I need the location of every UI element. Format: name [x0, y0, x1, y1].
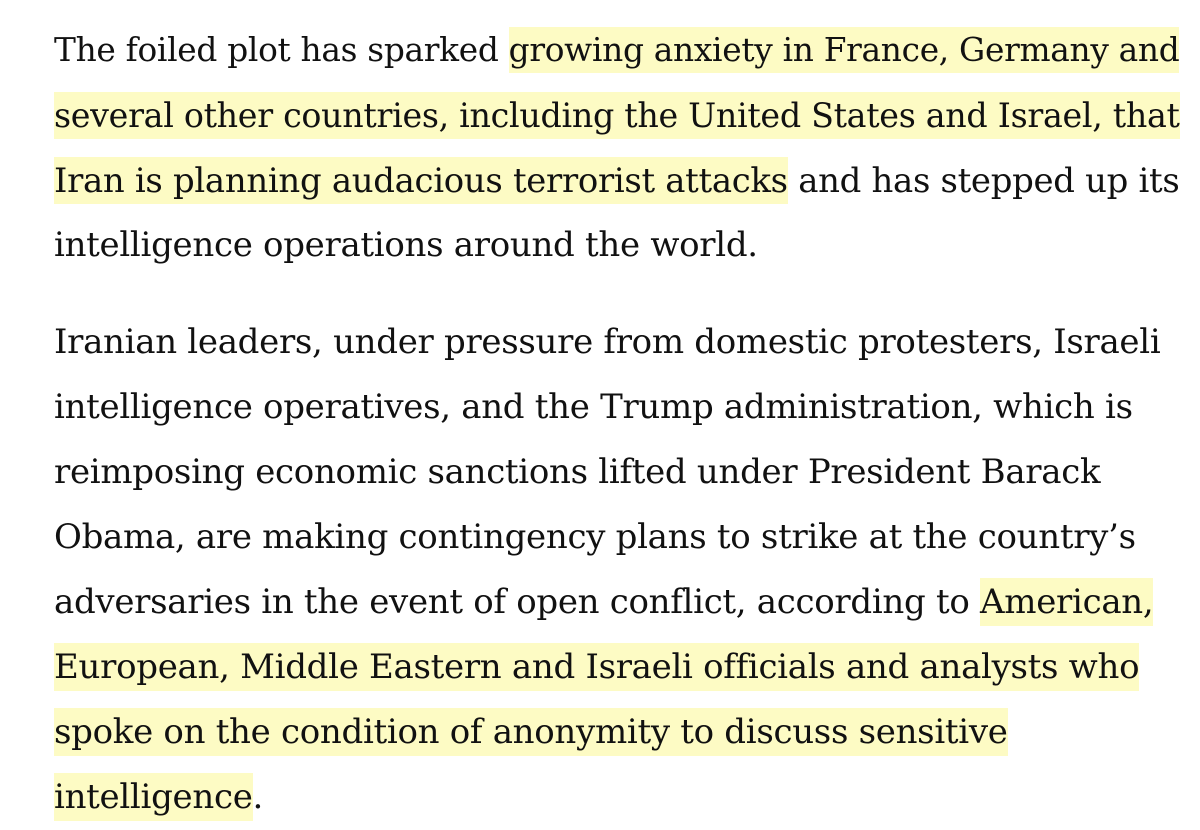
highlighted-text: American,: [980, 582, 1154, 622]
paragraph-2: Iranian leaders, under pressure from dom…: [54, 310, 1161, 830]
text-line: European, Middle Eastern and Israeli off…: [54, 635, 1160, 700]
text-line: adversaries in the event of open conflic…: [54, 570, 1160, 635]
text-line: spoke on the condition of anonymity to d…: [54, 700, 1160, 765]
text-line: Obama, are making contingency plans to s…: [54, 505, 1160, 570]
text-line: several other countries, including the U…: [54, 83, 1180, 148]
highlighted-text: European, Middle Eastern and Israeli off…: [54, 647, 1140, 687]
plain-text: and has stepped up its: [787, 161, 1180, 200]
highlighted-text: intelligence: [54, 777, 253, 817]
plain-text: intelligence operatives, and the Trump a…: [54, 387, 1133, 427]
plain-text: Obama, are making contingency plans to s…: [54, 517, 1136, 557]
plain-text: adversaries in the event of open conflic…: [54, 582, 981, 622]
text-line: Iran is planning audacious terrorist att…: [54, 148, 1180, 213]
plain-text: .: [252, 777, 264, 817]
plain-text: Iranian leaders, under pressure from dom…: [54, 322, 1161, 362]
article-body: The foiled plot has sparked growing anxi…: [54, 18, 1180, 817]
highlighted-text: several other countries, including the U…: [54, 96, 1180, 135]
highlighted-text: spoke on the condition of anonymity to d…: [54, 712, 1008, 752]
text-line: intelligence operatives, and the Trump a…: [54, 375, 1160, 440]
text-line: The foiled plot has sparked growing anxi…: [54, 18, 1180, 83]
plain-text: The foiled plot has sparked: [54, 31, 509, 69]
highlighted-text: Iran is planning audacious terrorist att…: [54, 161, 788, 200]
paragraph-1: The foiled plot has sparked growing anxi…: [54, 18, 1180, 278]
plain-text: intelligence operations around the world…: [54, 225, 758, 265]
plain-text: reimposing economic sanctions lifted und…: [54, 452, 1101, 492]
text-line: intelligence operations around the world…: [54, 213, 1160, 278]
text-line: reimposing economic sanctions lifted und…: [54, 440, 1160, 505]
text-line: Iranian leaders, under pressure from dom…: [54, 310, 1161, 375]
text-line: intelligence.: [54, 765, 1160, 830]
highlighted-text: growing anxiety in France, Germany and: [508, 31, 1180, 69]
